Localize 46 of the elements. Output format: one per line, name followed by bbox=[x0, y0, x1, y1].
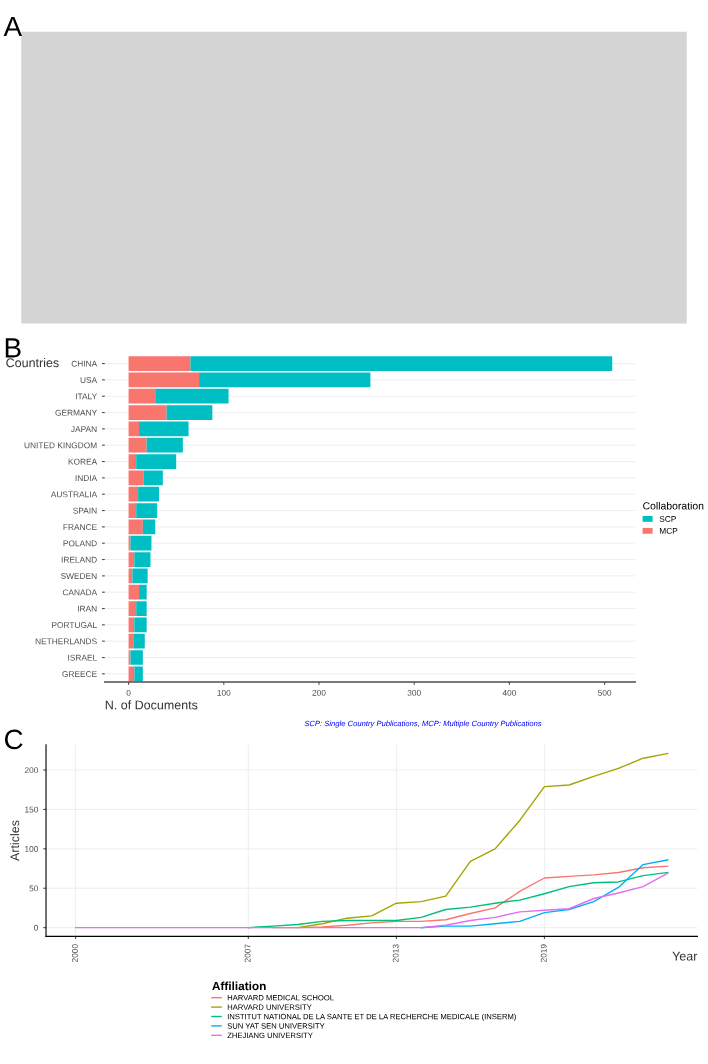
chart-title: C bbox=[4, 729, 23, 750]
y-tick-label: 100 bbox=[25, 846, 39, 852]
x-tick-label: 2007 bbox=[244, 944, 251, 963]
text: A bbox=[3, 16, 23, 37]
y-tick-label: NETHERLANDS bbox=[35, 638, 97, 645]
y-tick-label: JAPAN bbox=[71, 426, 97, 432]
y-tick-label: SPAIN bbox=[73, 507, 97, 514]
x-tick-label: 400 bbox=[502, 689, 517, 696]
y-tick-label: IRELAND bbox=[61, 556, 97, 563]
y-tick-label: PORTUGAL bbox=[52, 622, 97, 628]
y-tick-label: KOREA bbox=[68, 458, 98, 465]
y-tick-label: ISRAEL bbox=[68, 654, 97, 661]
x-tick-label: 100 bbox=[217, 689, 231, 696]
y-tick-label: CANADA bbox=[62, 589, 98, 596]
y-tick-label: GERMANY bbox=[55, 409, 97, 416]
y-tick-label: 50 bbox=[29, 885, 39, 892]
x-axis-title: Year bbox=[672, 951, 698, 961]
y-tick-label: ITALY bbox=[75, 393, 97, 400]
y-tick-label: SWEDEN bbox=[60, 573, 97, 579]
chart-title: B bbox=[5, 338, 21, 358]
legend-title: Affiliation bbox=[212, 981, 266, 991]
y-tick-label: UNITED KINGDOM bbox=[24, 442, 97, 449]
y-tick-label: CHINA bbox=[71, 360, 98, 367]
y-tick-label: POLAND bbox=[63, 540, 97, 547]
x-tick-label: 2000 bbox=[71, 944, 78, 963]
y-tick-label: 200 bbox=[24, 767, 39, 774]
x-axis-title: N. of Documents bbox=[105, 700, 198, 710]
y-tick-label: 0 bbox=[34, 924, 39, 931]
x-tick-label: 2013 bbox=[392, 944, 399, 963]
legend-label: MCP bbox=[659, 527, 678, 534]
x-tick-label: 0 bbox=[126, 689, 131, 696]
legend-title: Collaboration bbox=[643, 501, 704, 510]
y-axis-title: Countries bbox=[6, 358, 59, 368]
x-tick-label: 2019 bbox=[540, 944, 547, 963]
y-tick-label: USA bbox=[80, 377, 98, 383]
y-tick-label: AUSTRALIA bbox=[50, 491, 98, 498]
y-tick-label: IRAN bbox=[78, 605, 97, 612]
x-tick-label: 300 bbox=[407, 689, 421, 696]
x-tick-label: 500 bbox=[597, 689, 612, 696]
y-tick-label: FRANCE bbox=[63, 524, 97, 530]
y-axis-title: Articles bbox=[10, 820, 20, 862]
x-tick-label: 200 bbox=[312, 689, 326, 696]
y-tick-label: GREECE bbox=[62, 671, 97, 677]
y-tick-label: INDIA bbox=[75, 475, 98, 481]
legend-label: SCP bbox=[659, 516, 676, 522]
y-tick-label: 150 bbox=[25, 806, 39, 813]
